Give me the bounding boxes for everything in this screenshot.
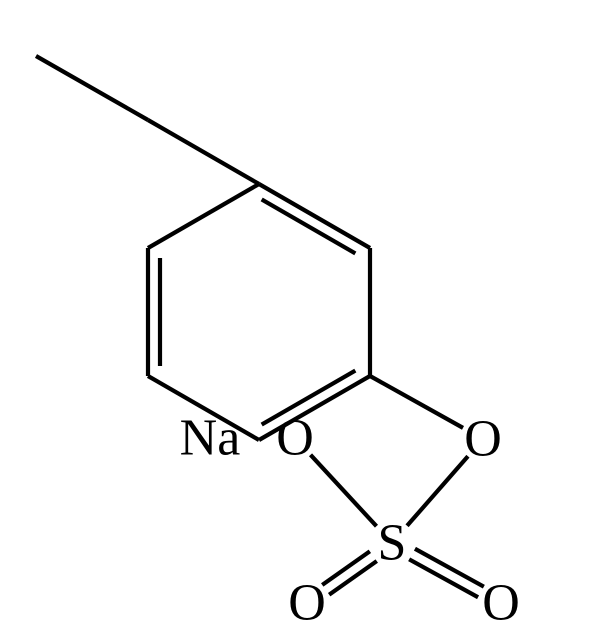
atom-label-o: O — [288, 575, 326, 632]
chemical-structure: OSONaOO — [0, 0, 613, 640]
bond — [407, 456, 468, 526]
atom-label-na: Na — [180, 410, 241, 467]
bond — [322, 551, 370, 585]
bond — [262, 199, 356, 253]
bond — [370, 376, 463, 428]
bond — [329, 561, 377, 595]
bond — [148, 184, 259, 248]
bond — [311, 455, 377, 526]
bond — [36, 56, 148, 120]
atom-label-o: O — [276, 410, 314, 467]
bond — [148, 120, 259, 184]
atom-label-o: O — [464, 411, 502, 468]
bond — [259, 184, 370, 248]
atom-label-o: O — [482, 575, 520, 632]
atom-label-s: S — [378, 515, 407, 572]
